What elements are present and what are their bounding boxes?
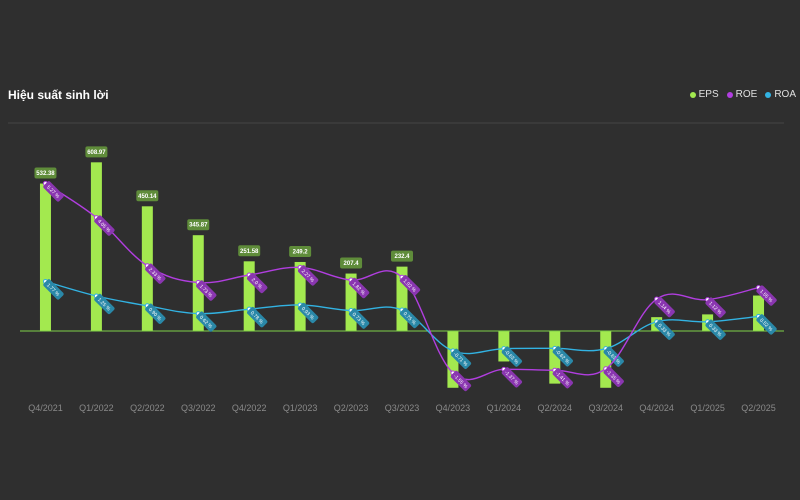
x-tick-label: Q2/2023: [334, 403, 369, 413]
eps-label-bg: [187, 219, 210, 231]
legend-item-eps[interactable]: EPS: [689, 89, 719, 100]
roa-tag-bg: [756, 314, 777, 335]
roa-tag-bg: [298, 302, 319, 324]
x-tick-label: Q2/2024: [538, 403, 573, 413]
roa-tag-bg: [501, 346, 522, 367]
roe-tag-bg: [298, 265, 319, 286]
roa-tag-bg: [348, 308, 370, 329]
chart-legend: EPS ROE ROA: [689, 89, 796, 100]
legend-item-roe[interactable]: ROE: [726, 89, 758, 100]
x-tick-label: Q4/2024: [639, 403, 674, 413]
roa-tag-bg: [94, 293, 115, 315]
roe-tag-bg: [43, 181, 64, 202]
legend-roa-dot: [765, 91, 772, 98]
eps-value-label: 207.4: [344, 261, 360, 267]
legend-roa-label: ROA: [774, 89, 796, 100]
eps-label-bg: [238, 245, 261, 257]
roe-tag-bg: [399, 275, 421, 296]
chart-title: Hiệu suất sinh lời: [8, 88, 109, 102]
eps-value-label: 608.97: [87, 150, 106, 156]
roe-tag-bg: [450, 370, 472, 392]
eps-label-bg: [136, 190, 159, 202]
roa-tag-bg: [552, 346, 573, 367]
eps-label-bg: [391, 250, 413, 262]
x-tick-label: Q1/2025: [690, 403, 725, 413]
legend-eps-dot: [689, 91, 696, 98]
eps-value-label: 232.4: [394, 254, 410, 260]
x-tick-label: Q2/2022: [130, 403, 165, 413]
roe-tag-bg: [756, 285, 777, 306]
roe-tag-bg: [348, 277, 370, 299]
eps-bar: [396, 266, 408, 331]
eps-value-label: 450.14: [138, 194, 157, 200]
roa-tag-bg: [399, 307, 421, 329]
eps-value-label: 345.87: [189, 223, 208, 229]
roe-tag-bg: [196, 280, 217, 301]
roe-tag-bg: [654, 296, 675, 318]
eps-bar: [294, 261, 306, 331]
roa-tag-bg: [450, 348, 472, 370]
x-tick-label: Q3/2022: [181, 403, 216, 413]
roe-value-tag: 1.14 %: [654, 296, 675, 318]
x-tick-label: Q4/2023: [436, 403, 471, 413]
eps-value-label: 251.58: [240, 249, 259, 255]
x-tick-label: Q1/2023: [283, 403, 318, 413]
roe-tag-bg: [705, 297, 726, 318]
roe-tag-bg: [501, 367, 522, 388]
roa-tag-bg: [196, 311, 217, 332]
roe-tag-bg: [603, 366, 624, 387]
eps-value-label: 249.2: [293, 249, 309, 255]
roa-tag-bg: [603, 346, 624, 367]
eps-bar: [549, 331, 561, 384]
eps-label-bg: [289, 245, 312, 257]
eps-bar: [600, 331, 612, 388]
x-tick-label: Q1/2024: [487, 403, 522, 413]
eps-bar: [753, 295, 765, 331]
eps-bar: [90, 162, 102, 331]
roa-tag-bg: [705, 319, 726, 340]
legend-roe-label: ROE: [735, 89, 758, 100]
legend-roe-dot: [726, 91, 733, 98]
eps-bar: [243, 261, 255, 331]
eps-label-bg: [340, 257, 363, 269]
roa-tag-bg: [654, 319, 675, 340]
x-tick-label: Q3/2024: [588, 403, 623, 413]
x-tick-label: Q4/2022: [232, 403, 267, 413]
legend-eps-label: EPS: [698, 89, 719, 100]
eps-bar: [39, 183, 51, 331]
roe-tag-bg: [145, 263, 166, 284]
x-tick-label: Q4/2021: [28, 403, 63, 413]
eps-label-bg: [85, 146, 108, 158]
roe-tag-bg: [552, 368, 573, 389]
eps-value-label: 532.38: [36, 171, 55, 177]
roa-tag-bg: [43, 279, 64, 300]
roe-tag-bg: [94, 215, 115, 236]
x-tick-label: Q1/2022: [79, 403, 114, 413]
eps-bar: [345, 273, 357, 331]
roe-tag-bg: [247, 272, 268, 294]
legend-item-roa[interactable]: ROA: [765, 89, 796, 100]
x-tick-label: Q3/2023: [385, 403, 420, 413]
roa-tag-bg: [247, 307, 268, 328]
x-tick-label: Q2/2025: [741, 403, 776, 413]
eps-bar: [447, 331, 459, 388]
roa-tag-bg: [145, 303, 166, 324]
eps-label-bg: [34, 167, 57, 179]
